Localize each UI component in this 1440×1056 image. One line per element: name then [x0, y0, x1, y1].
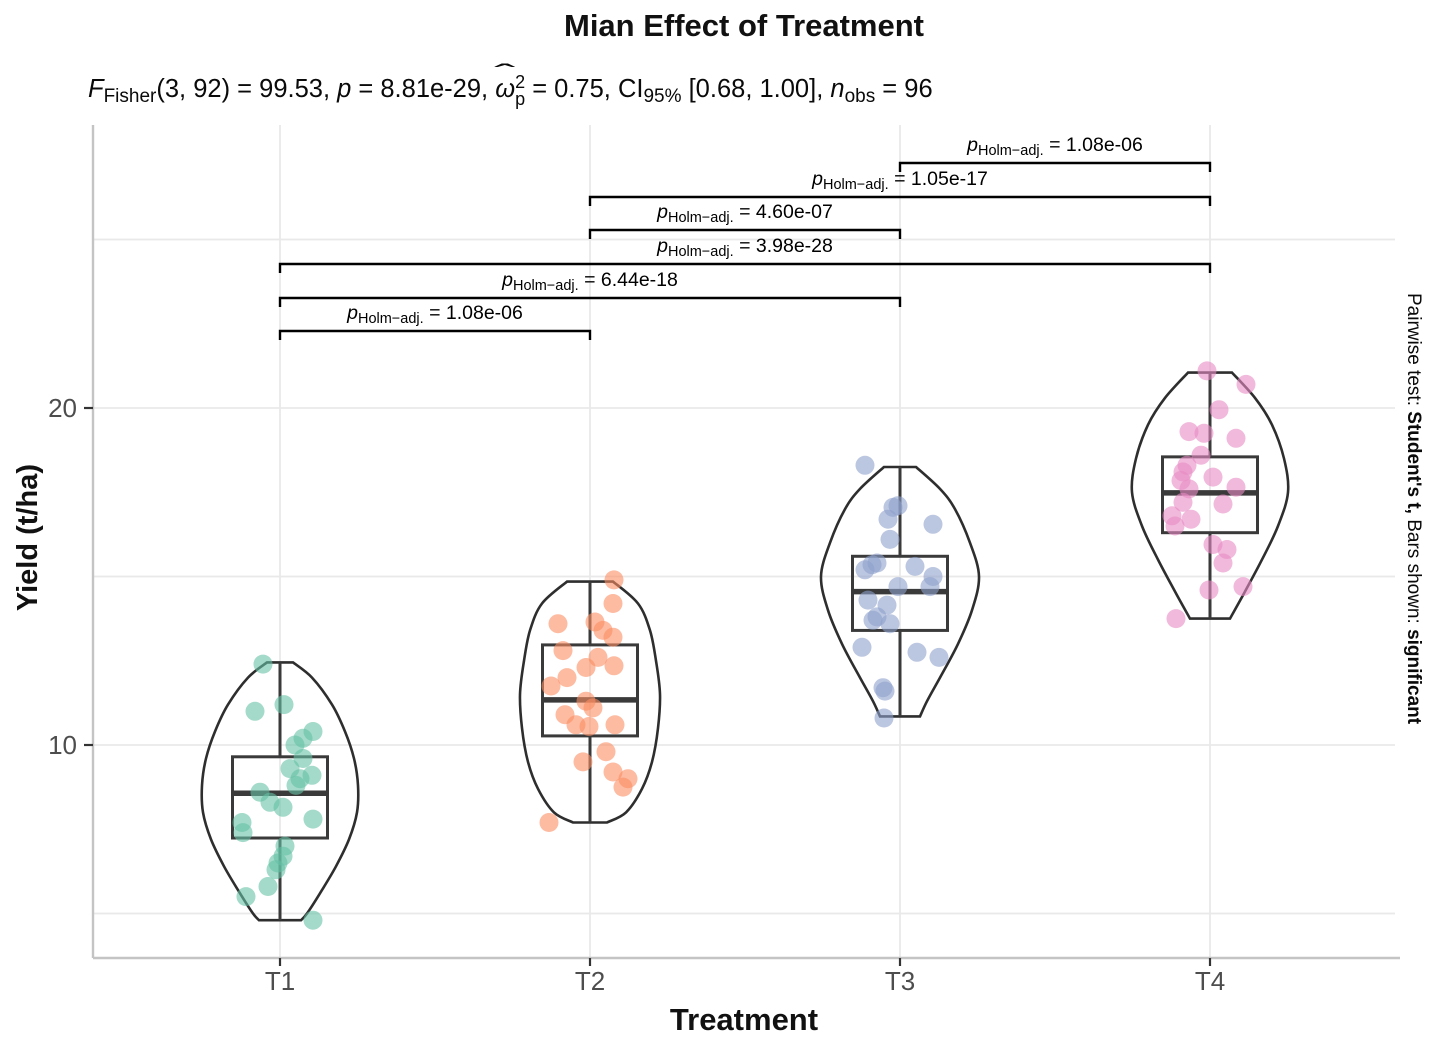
data-point-T3 [905, 556, 925, 576]
data-point-T4 [1203, 467, 1223, 487]
pairwise-caption: Pairwise test: Student's t, Bars shown: … [1403, 293, 1424, 725]
data-point-T4 [1173, 492, 1193, 512]
data-point-T3 [858, 590, 878, 610]
data-point-T4 [1236, 374, 1256, 394]
data-point-T4 [1233, 577, 1253, 597]
data-point-T3 [875, 681, 895, 701]
x-tick-label: T4 [1195, 966, 1225, 996]
data-point-T4 [1165, 516, 1185, 536]
data-point-T2 [548, 614, 568, 634]
data-point-T1 [253, 654, 273, 674]
violin-outline-T2 [518, 580, 662, 824]
data-point-T3 [923, 514, 943, 534]
data-point-T2 [613, 777, 633, 797]
comparison-p-label: pHolm−adj. = 6.44e-18 [501, 269, 678, 294]
data-point-T1 [303, 910, 323, 930]
data-point-T1 [258, 877, 278, 896]
data-point-T1 [286, 775, 306, 795]
violin-outline-T3 [819, 465, 981, 718]
x-tick-label: T1 [265, 966, 295, 996]
data-point-T1 [236, 887, 256, 907]
data-point-T2 [603, 627, 623, 647]
stats-subtitle: FFisher(3, 92) = 99.53, p = 8.81e-29, ω2… [88, 72, 933, 109]
violin-outline-T1 [200, 661, 360, 922]
data-point-T4 [1209, 400, 1229, 420]
data-point-T2 [603, 594, 623, 613]
data-point-T1 [266, 860, 286, 880]
data-point-T3 [863, 610, 883, 630]
x-axis-title: Treatment [669, 1002, 819, 1037]
comparison-p-label: pHolm−adj. = 1.08e-06 [966, 134, 1143, 159]
x-tick-label: T3 [885, 966, 915, 996]
data-point-T3 [855, 560, 875, 580]
comparison-p-label: pHolm−adj. = 1.08e-06 [346, 302, 523, 327]
data-point-T3 [920, 577, 940, 597]
x-tick-label: T2 [575, 966, 605, 996]
data-point-T2 [605, 715, 625, 735]
data-point-T1 [303, 809, 323, 829]
data-point-T1 [233, 823, 253, 843]
data-point-T2 [539, 813, 559, 832]
data-point-T4 [1213, 494, 1233, 514]
data-point-T3 [929, 647, 949, 667]
data-point-T4 [1179, 422, 1199, 442]
comparison-bar [588, 195, 1212, 206]
data-point-T3 [855, 455, 875, 475]
data-point-T4 [1197, 361, 1217, 381]
data-point-T3 [878, 509, 898, 529]
violin-outline-T4 [1130, 371, 1290, 620]
data-point-T2 [583, 698, 603, 718]
data-point-T2 [576, 658, 596, 677]
data-point-T2 [604, 656, 624, 676]
comparison-p-label: pHolm−adj. = 1.05e-17 [811, 168, 988, 193]
data-point-T4 [1226, 477, 1246, 497]
data-point-T2 [541, 676, 561, 696]
comparison-bar [898, 161, 1212, 172]
plot-title: Mian Effect of Treatment [564, 8, 924, 43]
data-point-T2 [603, 762, 623, 782]
data-point-T1 [273, 797, 293, 817]
data-point-T4 [1194, 423, 1214, 443]
comparison-bar [278, 262, 1212, 273]
data-point-T4 [1226, 428, 1246, 448]
data-point-T2 [604, 570, 624, 590]
comparison-bar [278, 296, 902, 307]
data-point-T2 [596, 742, 616, 762]
data-point-T2 [553, 641, 573, 661]
data-point-T3 [888, 577, 908, 597]
y-tick-label: 10 [48, 730, 77, 760]
data-point-T3 [874, 708, 894, 728]
data-point-T4 [1191, 445, 1211, 465]
comparison-p-label: pHolm−adj. = 4.60e-07 [656, 201, 833, 226]
data-point-T4 [1166, 609, 1186, 629]
data-point-T2 [579, 717, 599, 736]
data-point-T1 [293, 749, 313, 768]
data-point-T3 [880, 614, 900, 634]
comparison-p-label: pHolm−adj. = 3.98e-28 [656, 235, 833, 260]
data-point-T1 [274, 695, 294, 715]
data-point-T3 [880, 529, 900, 549]
y-axis-title: Yield (t/ha) [12, 464, 44, 612]
data-point-T4 [1181, 509, 1201, 529]
comparison-bar [588, 228, 902, 239]
data-point-T2 [573, 752, 593, 772]
comparison-bar [278, 329, 592, 340]
data-point-T3 [907, 642, 927, 662]
data-point-T3 [852, 637, 872, 657]
data-point-T1 [245, 701, 265, 721]
data-point-T2 [557, 668, 577, 688]
data-point-T4 [1213, 553, 1233, 573]
y-tick-label: 20 [48, 393, 77, 423]
data-point-T4 [1199, 580, 1219, 600]
box-T1 [231, 755, 329, 840]
